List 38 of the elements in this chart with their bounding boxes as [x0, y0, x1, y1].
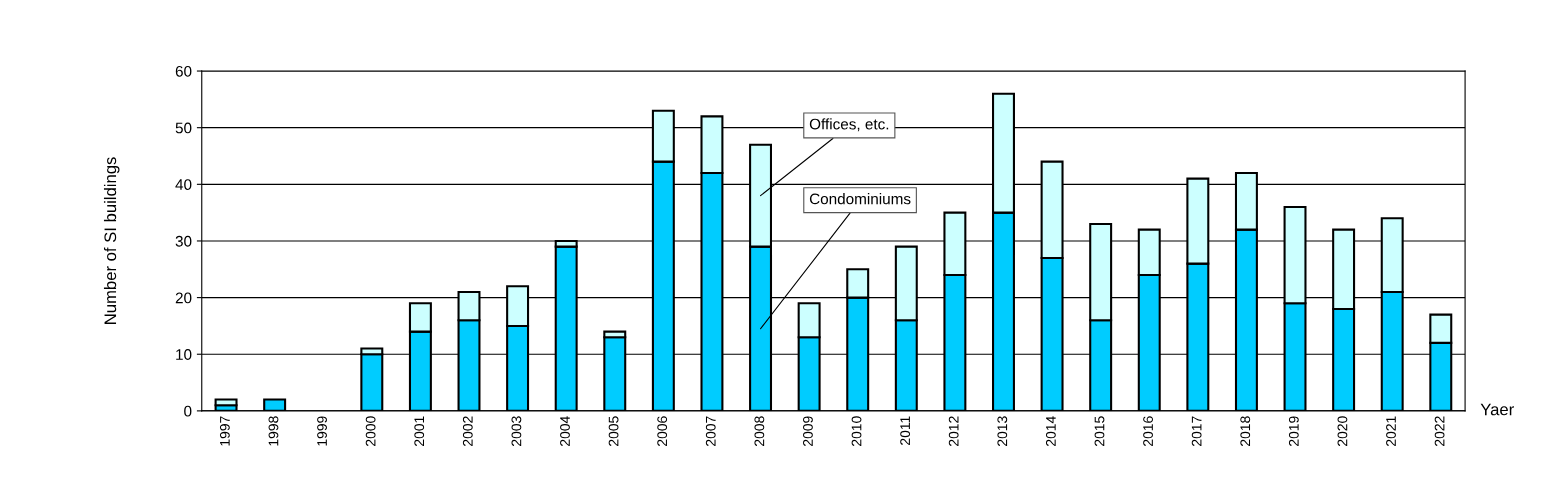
x-tick-label: 2019 [1288, 416, 1299, 446]
y-tick-label: 40 [175, 179, 192, 191]
x-tick-label: 2017 [1191, 416, 1202, 446]
x-tick-label: 2016 [1143, 416, 1153, 446]
x-tick-label: 2011 [900, 416, 911, 445]
x-tick-label: 2001 [414, 416, 425, 446]
x-tick-label: 2004 [560, 416, 570, 446]
x-tick-label: 2022 [1434, 416, 1445, 446]
y-tick-label: 20 [175, 292, 192, 304]
x-tick-label: 2020 [1337, 416, 1348, 446]
bar [214, 398, 238, 407]
x-tick-label: 2014 [1045, 416, 1056, 446]
x-tick-label: 2008 [754, 416, 765, 446]
y-axis-title: Number of SI buildings [103, 157, 120, 324]
y-tick-label: 60 [175, 65, 192, 77]
x-tick-label: 2002 [462, 416, 473, 446]
x-tick-label: 2010 [851, 416, 862, 446]
x-tick-label: 2006 [657, 416, 668, 446]
text: Offices, etc. [809, 118, 889, 132]
x-tick-label: 2007 [705, 416, 716, 446]
x-tick-label: 2015 [1094, 416, 1105, 446]
x-tick-label: 1999 [317, 416, 327, 446]
y-tick-label: 30 [175, 235, 192, 247]
y-tick-label: 0 [184, 405, 192, 417]
x-tick-label: 2013 [997, 416, 1008, 446]
x-tick-label: 1997 [219, 416, 230, 446]
x-tick-label: 2021 [1386, 416, 1396, 446]
x-axis-title: Yaer [1480, 403, 1514, 416]
x-tick-label: 2009 [803, 416, 813, 446]
x-tick-label: 2018 [1240, 416, 1251, 446]
x-tick-label: 2012 [948, 416, 959, 446]
x-tick-label: 2003 [511, 416, 522, 446]
y-tick-label: 10 [176, 349, 192, 360]
x-tick-label: 1998 [268, 416, 279, 446]
x-tick-label: 2000 [365, 416, 376, 446]
text: Condominiums [809, 193, 911, 205]
y-tick-label: 50 [175, 122, 192, 134]
x-tick-label: 2005 [608, 416, 619, 446]
